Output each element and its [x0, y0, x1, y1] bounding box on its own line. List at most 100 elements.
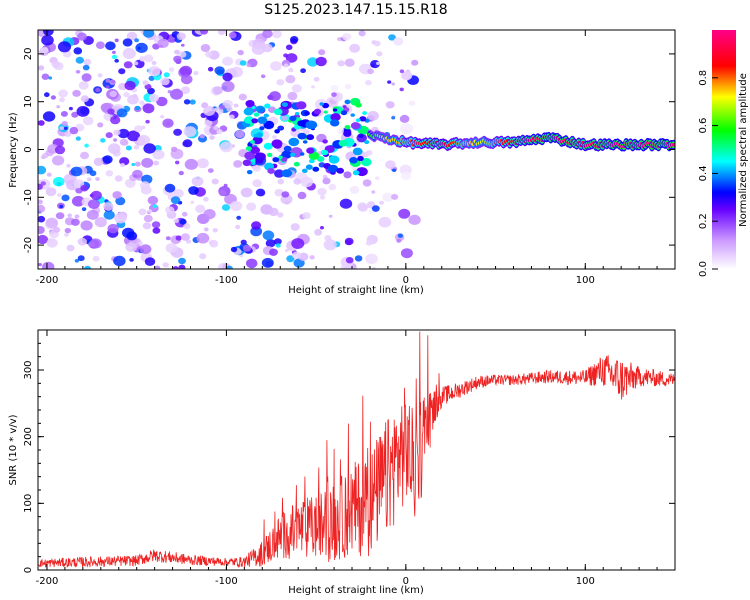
snr-y-tick-label: 100 — [23, 494, 34, 513]
heatmap-cell — [57, 193, 62, 197]
heatmap-cell — [304, 111, 310, 116]
heatmap-cell — [151, 60, 157, 66]
heatmap-cell — [75, 56, 85, 64]
heatmap-cell — [118, 68, 126, 75]
heatmap-cell — [57, 41, 72, 53]
heatmap-cell — [127, 130, 140, 142]
heatmap-cell — [362, 111, 367, 115]
heatmap-cell — [46, 238, 58, 248]
heatmap-cell — [247, 143, 253, 147]
heatmap-cell — [103, 210, 115, 220]
heatmap-cell — [216, 129, 223, 135]
heatmap-cell — [95, 41, 105, 49]
heatmap-cell — [285, 53, 298, 63]
heatmap-cell — [153, 160, 160, 166]
heatmap-cell — [349, 185, 360, 194]
heatmap-cell — [188, 186, 199, 195]
heatmap-cell — [349, 43, 360, 53]
heatmap-cell — [264, 103, 271, 109]
heatmap-cell — [374, 176, 380, 181]
heatmap-cell — [70, 166, 83, 177]
heatmap-cell — [281, 102, 288, 107]
heatmap-cell — [111, 80, 115, 84]
heatmap-cell — [344, 58, 355, 67]
heatmap-cell — [273, 108, 283, 116]
heatmap-cell — [371, 205, 380, 212]
heatmap-cell — [94, 217, 107, 228]
heatmap-cell — [251, 106, 256, 109]
heatmap-cell — [80, 184, 89, 192]
heatmap-cell — [251, 118, 259, 124]
heatmap-cell — [59, 126, 64, 130]
heatmap-cell — [362, 179, 372, 187]
heatmap-cell — [278, 126, 283, 130]
heatmap-cell — [349, 157, 358, 164]
heatmap-cell — [233, 103, 239, 108]
heatmap-cell — [64, 227, 72, 234]
heatmap-cell — [89, 238, 102, 249]
heatmap-cell — [343, 130, 352, 137]
heatmap-cell — [137, 134, 151, 146]
heatmap-cell — [385, 160, 396, 170]
heatmap-cell — [322, 177, 331, 185]
heatmap-cell — [290, 223, 300, 231]
heatmap-cell — [277, 178, 285, 185]
heatmap-cell — [193, 71, 199, 76]
heatmap-cell — [181, 211, 188, 217]
heatmap-x-tick-label: -100 — [215, 275, 238, 286]
heatmap-cell — [180, 74, 193, 85]
heatmap-cell — [173, 218, 179, 224]
heatmap-cell — [204, 119, 213, 127]
heatmap-cell — [183, 223, 191, 230]
heatmap-cell — [107, 108, 115, 115]
heatmap-cell — [209, 135, 215, 140]
heatmap-x-tick-label: -200 — [36, 275, 59, 286]
heatmap-cell — [397, 233, 403, 238]
heatmap-cell — [308, 158, 315, 164]
heatmap-cell — [226, 265, 233, 269]
heatmap-cell — [115, 196, 126, 206]
heatmap-cell — [173, 55, 182, 63]
heatmap-cell — [226, 106, 233, 112]
heatmap-cell — [218, 30, 226, 36]
heatmap-cell — [95, 87, 101, 93]
heatmap-cell — [203, 196, 209, 202]
heatmap-cell — [218, 189, 227, 197]
heatmap-cell — [195, 204, 206, 213]
heatmap-cell — [144, 83, 152, 90]
heatmap-cell — [76, 106, 90, 117]
heatmap-cell — [205, 51, 213, 58]
heatmap-cell — [61, 120, 68, 127]
heatmap-cell — [274, 238, 282, 245]
heatmap-cell — [287, 91, 298, 101]
heatmap-cell — [228, 32, 237, 39]
heatmap-cell — [289, 115, 297, 122]
snr-y-tick-label: 300 — [23, 360, 34, 379]
heatmap-cell — [242, 244, 252, 252]
heatmap-cell — [199, 133, 205, 139]
heatmap-cell — [671, 143, 675, 147]
heatmap-cell — [92, 255, 100, 262]
heatmap-cell — [165, 236, 171, 241]
heatmap-cell — [246, 63, 251, 68]
heatmap-cell — [147, 195, 159, 205]
heatmap-cell — [124, 80, 136, 91]
heatmap-cell — [388, 34, 396, 41]
heatmap-cell — [142, 222, 152, 230]
heatmap-cell — [138, 208, 147, 216]
heatmap-cell — [371, 190, 376, 194]
heatmap-cell — [59, 97, 65, 103]
heatmap-cell — [352, 147, 363, 156]
heatmap-cell — [63, 232, 69, 237]
heatmap-cell — [200, 44, 211, 52]
heatmap-cell — [236, 215, 242, 220]
heatmap-cell — [391, 193, 399, 200]
heatmap-cell — [152, 149, 165, 160]
heatmap-cell — [259, 126, 265, 131]
heatmap-cell — [268, 207, 279, 217]
heatmap-cell — [58, 89, 68, 98]
heatmap-y-tick-label: 10 — [23, 95, 34, 108]
heatmap-y-tick-label: 20 — [23, 48, 34, 61]
heatmap-cell — [267, 168, 275, 174]
